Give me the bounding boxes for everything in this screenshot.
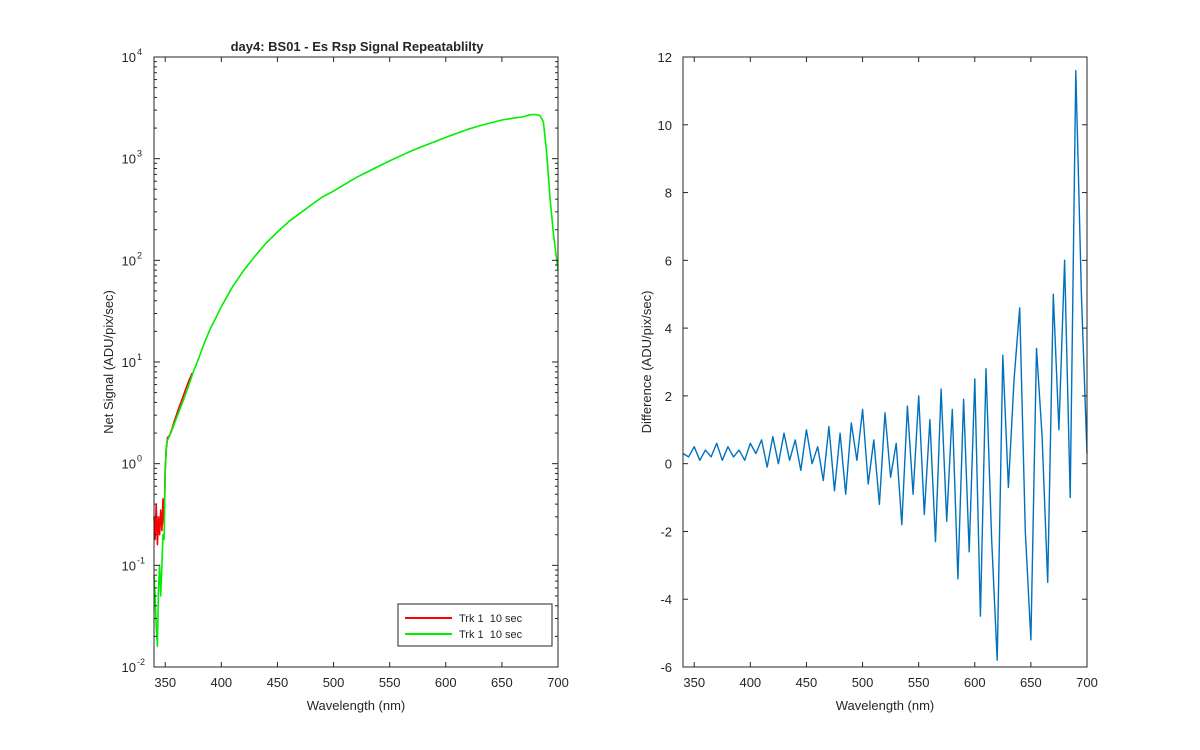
x-tick-label: 350 — [154, 675, 176, 690]
y-tick-exponent: 2 — [137, 250, 142, 260]
legend-entry-red: Trk 1 10 sec — [459, 613, 523, 625]
x-tick-label: 700 — [547, 675, 569, 690]
y-tick-label: 10 — [122, 558, 136, 573]
y-tick-label: -4 — [660, 592, 672, 607]
y-axis-label: Net Signal (ADU/pix/sec) — [101, 290, 116, 434]
y-tick-label: 12 — [658, 50, 672, 65]
y-tick-exponent: -2 — [137, 657, 145, 667]
series-line-difference — [682, 69, 1088, 661]
x-axis-label: Wavelength (nm) — [836, 698, 935, 713]
y-tick-exponent: 0 — [137, 454, 142, 464]
x-tick-label: 550 — [379, 675, 401, 690]
y-tick-exponent: 1 — [137, 352, 142, 362]
x-tick-label: 400 — [739, 675, 761, 690]
x-tick-label: 400 — [210, 675, 232, 690]
difference-chart: 350 400 450 500 550 600 650 700 -6 -4 -2 0 2 4 6 8 10 12… — [639, 50, 1098, 713]
y-tick-exponent: 3 — [137, 149, 142, 159]
x-axis-label: Wavelength (nm) — [307, 698, 406, 713]
signal-series-group — [153, 113, 559, 647]
y-tick-label: 10 — [122, 253, 136, 268]
y-tick-label: 10 — [122, 660, 136, 675]
x-axis-ticks: 350 400 450 500 550 600 650 700 — [683, 57, 1098, 690]
y-tick-label: 8 — [665, 186, 672, 201]
x-axis-ticks: 350 400 450 500 550 600 650 700 — [154, 57, 569, 690]
x-tick-label: 650 — [491, 675, 513, 690]
difference-series-group — [682, 69, 1088, 661]
y-tick-label: -6 — [660, 660, 672, 675]
x-tick-label: 700 — [1076, 675, 1098, 690]
y-axis-label: Difference (ADU/pix/sec) — [639, 291, 654, 434]
y-tick-exponent: -1 — [137, 555, 145, 565]
y-tick-label: 0 — [665, 457, 672, 472]
signal-chart: day4: BS01 - Es Rsp Signal Repeatablilty… — [101, 39, 569, 713]
y-tick-label: 10 — [122, 152, 136, 167]
y-axis-ticks: -6 -4 -2 0 2 4 6 8 10 12 — [658, 50, 1087, 675]
x-tick-label: 350 — [683, 675, 705, 690]
y-tick-label: 10 — [122, 355, 136, 370]
x-tick-label: 600 — [964, 675, 986, 690]
x-tick-label: 550 — [908, 675, 930, 690]
x-tick-label: 650 — [1020, 675, 1042, 690]
y-tick-label: 10 — [122, 457, 136, 472]
legend-box — [397, 603, 553, 647]
y-tick-label: 6 — [665, 253, 672, 268]
chart-title: day4: BS01 - Es Rsp Signal Repeatablilty — [231, 39, 485, 54]
plot-box — [682, 56, 1088, 668]
x-tick-label: 500 — [852, 675, 874, 690]
y-tick-label: 2 — [665, 389, 672, 404]
x-tick-label: 450 — [796, 675, 818, 690]
x-tick-label: 500 — [323, 675, 345, 690]
x-tick-label: 600 — [435, 675, 457, 690]
legend-entry-green: Trk 1 10 sec — [459, 629, 523, 641]
series-line-green — [153, 113, 559, 647]
y-tick-label: -2 — [660, 524, 672, 539]
y-tick-label: 4 — [665, 321, 672, 336]
y-tick-label: 10 — [122, 50, 136, 65]
y-tick-label: 10 — [658, 118, 672, 133]
x-tick-label: 450 — [267, 675, 289, 690]
legend: Trk 1 10 sec Trk 1 10 sec — [397, 603, 553, 647]
y-tick-exponent: 4 — [137, 47, 142, 57]
